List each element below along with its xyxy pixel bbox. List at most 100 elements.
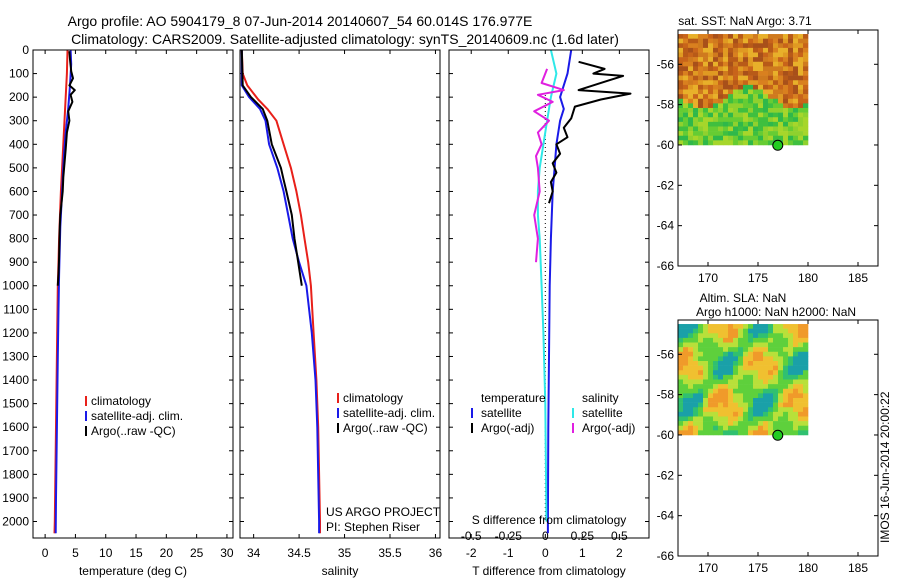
heatmap-cell: [803, 66, 809, 72]
heatmap-cell: [753, 374, 759, 380]
heatmap-cell: [758, 117, 764, 123]
heatmap-cell: [733, 411, 739, 417]
heatmap-cell: [783, 47, 789, 53]
y-tick-label: 1800: [2, 467, 29, 481]
heatmap-cell: [713, 361, 719, 366]
heatmap-cell: [803, 324, 809, 329]
heatmap-cell: [713, 351, 719, 357]
heatmap-cell: [718, 80, 724, 86]
heatmap-cell: [748, 411, 754, 417]
heatmap-cell: [748, 388, 754, 394]
heatmap-cell: [773, 112, 779, 118]
heatmap-cell: [688, 121, 694, 127]
heatmap-cell: [713, 75, 719, 81]
heatmap-cell: [683, 135, 689, 141]
heatmap-cell: [743, 425, 749, 431]
heatmap-cell: [768, 117, 774, 123]
heatmap-cell: [768, 52, 774, 58]
heatmap-cell: [738, 135, 744, 141]
heatmap-cell: [683, 328, 689, 334]
heatmap-cell: [788, 34, 794, 39]
heatmap-cell: [773, 131, 779, 137]
heatmap-cell: [698, 351, 704, 357]
heatmap-cell: [678, 43, 684, 49]
heatmap-cell: [788, 333, 794, 339]
heatmap-cell: [718, 117, 724, 123]
heatmap-cell: [738, 94, 744, 100]
heatmap-cell: [713, 421, 719, 427]
heatmap-cell: [718, 61, 724, 67]
heatmap-cell: [728, 140, 734, 146]
heatmap-cell: [678, 38, 684, 44]
heatmap-cell: [748, 80, 754, 86]
heatmap-cell: [678, 361, 684, 366]
heatmap-cell: [698, 347, 704, 353]
heatmap-cell: [768, 393, 774, 399]
heatmap-cell: [678, 374, 684, 380]
heatmap-cell: [803, 98, 809, 104]
heatmap-cell: [733, 337, 739, 343]
heatmap-cell: [798, 75, 804, 81]
heatmap-cell: [748, 328, 754, 334]
heatmap-cell: [733, 98, 739, 104]
heatmap-cell: [708, 411, 714, 417]
y-tick-label: 100: [9, 67, 29, 81]
heatmap-cell: [798, 351, 804, 357]
map-y-tick-label: -60: [657, 138, 675, 152]
heatmap-cell: [693, 80, 699, 86]
heatmap-cell: [738, 52, 744, 58]
heatmap-cell: [803, 75, 809, 81]
heatmap-cell: [758, 411, 764, 417]
heatmap-cell: [788, 135, 794, 141]
heatmap-cell: [763, 103, 769, 109]
heatmap-cell: [763, 43, 769, 49]
heatmap-cell: [728, 135, 734, 141]
heatmap-cell: [743, 84, 749, 90]
heatmap-cell: [688, 402, 694, 408]
heatmap-cell: [688, 416, 694, 422]
heatmap-cell: [708, 61, 714, 67]
heatmap-cell: [693, 98, 699, 104]
heatmap-cell: [743, 430, 749, 436]
heatmap-cell: [783, 89, 789, 95]
heatmap-cell: [783, 411, 789, 417]
heatmap-cell: [788, 421, 794, 427]
heatmap-cell: [723, 107, 729, 113]
header-line2: Climatology: CARS2009. Satellite-adjuste…: [71, 31, 619, 47]
heatmap-cell: [783, 94, 789, 100]
heatmap-cell: [763, 140, 769, 146]
heatmap-cell: [723, 52, 729, 58]
salinity-legend-satellite: satellite-adj. clim.: [343, 406, 435, 420]
heatmap-cell: [693, 393, 699, 399]
heatmap-cell: [728, 384, 734, 390]
heatmap-cell: [768, 430, 774, 436]
heatmap-cell: [768, 121, 774, 127]
heatmap-cell: [788, 328, 794, 334]
heatmap-cell: [688, 34, 694, 39]
heatmap-cell: [728, 61, 734, 67]
y-tick-label: 300: [9, 114, 29, 128]
heatmap-cell: [738, 365, 744, 371]
heatmap-cell: [723, 80, 729, 86]
heatmap-cell: [788, 347, 794, 353]
heatmap-cell: [793, 75, 799, 81]
x2-tick-label: 0.5: [611, 529, 628, 543]
heatmap-cell: [803, 126, 809, 132]
heatmap-cell: [788, 98, 794, 104]
heatmap-cell: [708, 52, 714, 58]
heatmap-cell: [793, 135, 799, 141]
heatmap-cell: [743, 397, 749, 403]
heatmap-cell: [788, 365, 794, 371]
sst-map-ticks: 170 175 180 185 -56 -58 -60 -62 -64 -66: [657, 30, 878, 285]
heatmap-cell: [768, 421, 774, 427]
heatmap-cell: [753, 94, 759, 100]
heatmap-cell: [698, 342, 704, 348]
heatmap-cell: [698, 411, 704, 417]
heatmap-cell: [783, 407, 789, 413]
heatmap-cell: [713, 342, 719, 348]
heatmap-cell: [713, 324, 719, 329]
heatmap-cell: [758, 347, 764, 353]
heatmap-cell: [683, 66, 689, 72]
heatmap-cell: [703, 365, 709, 371]
heatmap-cell: [728, 425, 734, 431]
